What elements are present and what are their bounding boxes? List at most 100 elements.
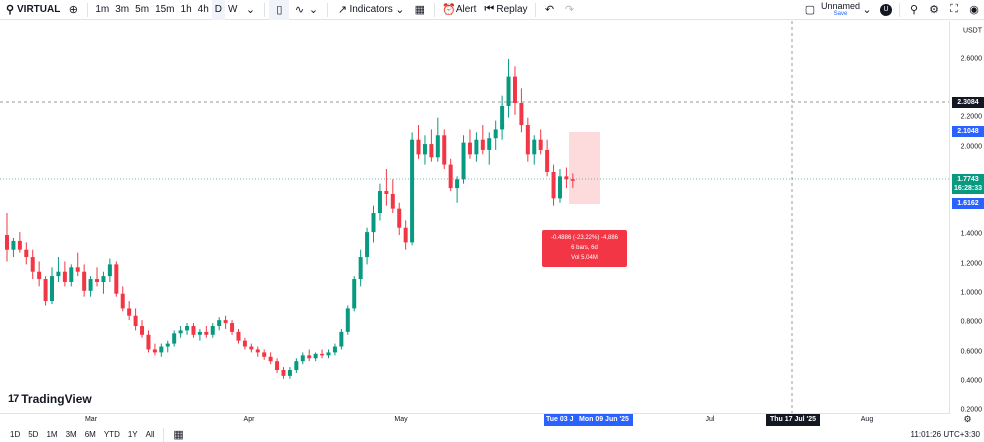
candle-up[interactable] xyxy=(165,343,170,347)
indicators-button[interactable]: ↗ Indicators ⌄ xyxy=(332,0,409,20)
interval-dropdown[interactable]: ⌄ xyxy=(240,0,260,20)
line-style-button[interactable]: ∿ ⌄ xyxy=(289,0,323,20)
axis-settings-button[interactable]: ⚙ xyxy=(951,413,984,426)
interval-w[interactable]: W xyxy=(228,4,238,15)
candle-down[interactable] xyxy=(525,125,530,155)
candle-up[interactable] xyxy=(294,361,299,371)
candle-down[interactable] xyxy=(564,176,569,180)
candle-down[interactable] xyxy=(95,279,100,282)
range-1y[interactable]: 1Y xyxy=(127,430,138,439)
candle-down[interactable] xyxy=(275,361,280,371)
candle-up[interactable] xyxy=(178,330,183,334)
range-1d[interactable]: 1D xyxy=(10,430,21,439)
candle-down[interactable] xyxy=(384,191,389,194)
interval-15m[interactable]: 15m xyxy=(155,4,175,15)
candle-down[interactable] xyxy=(480,139,485,150)
tradingview-logo[interactable]: 17 TradingView xyxy=(8,392,92,406)
candle-up[interactable] xyxy=(493,129,498,139)
candle-up[interactable] xyxy=(172,333,177,344)
range-3m[interactable]: 3M xyxy=(65,430,77,439)
candle-up[interactable] xyxy=(50,276,55,302)
candle-up[interactable] xyxy=(557,176,562,199)
candle-down[interactable] xyxy=(551,171,556,199)
candle-up[interactable] xyxy=(339,331,344,347)
candle-down[interactable] xyxy=(570,179,575,181)
candle-up[interactable] xyxy=(371,213,376,233)
candles-style-button[interactable]: ▯ xyxy=(269,0,290,20)
interval-1m[interactable]: 1m xyxy=(95,4,110,15)
compare-button[interactable]: ⊕ xyxy=(63,0,83,20)
range-all[interactable]: All xyxy=(145,430,155,439)
candle-up[interactable] xyxy=(332,346,337,353)
candle-up[interactable] xyxy=(101,276,106,282)
candle-up[interactable] xyxy=(300,355,305,362)
candlestick-chart[interactable] xyxy=(0,21,950,413)
candle-down[interactable] xyxy=(307,355,312,359)
replay-button[interactable]: ⏮ Replay xyxy=(479,0,530,20)
candle-down[interactable] xyxy=(545,149,550,172)
range-6m[interactable]: 6M xyxy=(84,430,96,439)
candle-down[interactable] xyxy=(152,349,157,353)
candle-down[interactable] xyxy=(30,257,35,272)
candle-down[interactable] xyxy=(448,164,453,189)
interval-d[interactable]: D xyxy=(211,0,225,20)
snapshot-button[interactable]: ◉ xyxy=(964,0,984,20)
candle-up[interactable] xyxy=(474,139,479,155)
candle-up[interactable] xyxy=(422,144,427,155)
candle-down[interactable] xyxy=(268,356,273,362)
symbol-search[interactable]: ⚲ VIRTUAL xyxy=(0,0,63,20)
candle-down[interactable] xyxy=(512,76,517,104)
layout-menu[interactable]: ▢ Unnamed Save ⌄ xyxy=(800,0,877,20)
candle-down[interactable] xyxy=(416,139,421,155)
candle-down[interactable] xyxy=(75,267,80,272)
candle-down[interactable] xyxy=(262,352,267,357)
candle-up[interactable] xyxy=(500,105,505,130)
candle-down[interactable] xyxy=(43,279,48,302)
candle-down[interactable] xyxy=(204,331,209,335)
candle-up[interactable] xyxy=(88,279,93,291)
candle-up[interactable] xyxy=(210,325,215,335)
settings-button[interactable]: ⚙ xyxy=(924,0,944,20)
candle-up[interactable] xyxy=(287,370,292,376)
candle-down[interactable] xyxy=(114,264,119,294)
candle-down[interactable] xyxy=(538,139,543,150)
candle-down[interactable] xyxy=(242,340,247,347)
redo-button[interactable]: ↷ xyxy=(560,0,580,20)
clock[interactable]: 11:01:26 UTC+3:30 xyxy=(910,430,980,439)
measure-range-box[interactable] xyxy=(569,132,600,204)
interval-1h[interactable]: 1h xyxy=(180,4,192,15)
undo-button[interactable]: ↶ xyxy=(540,0,560,20)
candle-up[interactable] xyxy=(159,346,164,353)
price-axis[interactable]: USDT 2.6000 2.2000 2.0000 1.4000 1.2000 … xyxy=(951,21,984,414)
candle-down[interactable] xyxy=(17,240,22,250)
alert-button[interactable]: ⏰ Alert xyxy=(439,0,480,20)
candle-up[interactable] xyxy=(197,331,202,335)
candle-down[interactable] xyxy=(397,208,402,228)
fullscreen-button[interactable]: ⛶ xyxy=(944,0,964,20)
candle-down[interactable] xyxy=(223,320,228,324)
candle-down[interactable] xyxy=(429,144,434,158)
candle-down[interactable] xyxy=(442,135,447,165)
candle-down[interactable] xyxy=(236,331,241,341)
candle-up[interactable] xyxy=(410,139,415,243)
candle-down[interactable] xyxy=(133,315,138,326)
candle-up[interactable] xyxy=(358,257,363,280)
candle-down[interactable] xyxy=(320,353,325,356)
quick-search-button[interactable]: ⚲ xyxy=(904,0,924,20)
candle-down[interactable] xyxy=(24,249,29,258)
time-axis[interactable]: Mar Apr May Jul Aug Tue 03 J Mon 09 Jun … xyxy=(0,413,950,426)
candle-down[interactable] xyxy=(127,308,132,316)
candle-up[interactable] xyxy=(313,353,318,359)
candle-up[interactable] xyxy=(455,179,460,189)
candle-up[interactable] xyxy=(56,271,61,277)
range-5d[interactable]: 5D xyxy=(28,430,39,439)
range-ytd[interactable]: YTD xyxy=(103,430,120,439)
candle-down[interactable] xyxy=(519,103,524,126)
candle-down[interactable] xyxy=(5,235,9,250)
candle-up[interactable] xyxy=(532,139,537,155)
candle-down[interactable] xyxy=(146,334,151,350)
candle-down[interactable] xyxy=(82,271,87,291)
candle-down[interactable] xyxy=(255,349,260,353)
layouts-button[interactable]: ▦ xyxy=(410,0,430,20)
candle-down[interactable] xyxy=(140,325,145,335)
